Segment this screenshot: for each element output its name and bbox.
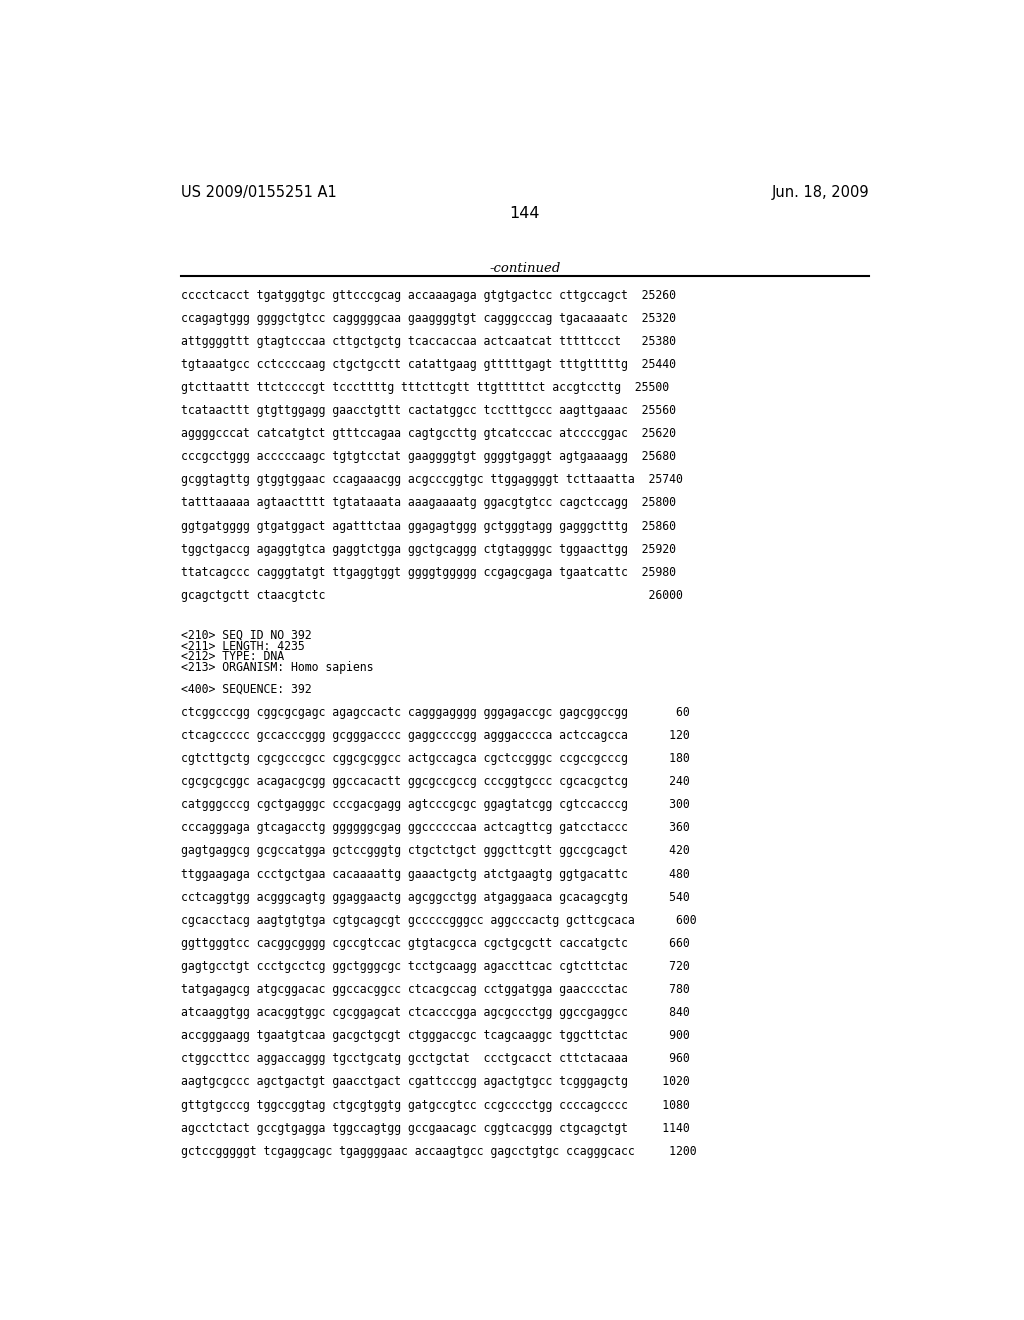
Text: gtcttaattt ttctccccgt tcccttttg tttcttcgtt ttgtttttct accgtccttg  25500: gtcttaattt ttctccccgt tcccttttg tttcttcg…: [180, 381, 669, 393]
Text: cccagggaga gtcagacctg ggggggcgag ggccccccaa actcagttcg gatcctaccc      360: cccagggaga gtcagacctg ggggggcgag ggccccc…: [180, 821, 689, 834]
Text: tatgagagcg atgcggacac ggccacggcc ctcacgccag cctggatgga gaacccctac      780: tatgagagcg atgcggacac ggccacggcc ctcacgc…: [180, 983, 689, 997]
Text: -continued: -continued: [489, 263, 560, 276]
Text: cccgcctggg acccccaagc tgtgtcctat gaaggggtgt ggggtgaggt agtgaaaagg  25680: cccgcctggg acccccaagc tgtgtcctat gaagggg…: [180, 450, 676, 463]
Text: ctggccttcc aggaccaggg tgcctgcatg gcctgctat  ccctgcacct cttctacaaa      960: ctggccttcc aggaccaggg tgcctgcatg gcctgct…: [180, 1052, 689, 1065]
Text: <211> LENGTH: 4235: <211> LENGTH: 4235: [180, 640, 304, 652]
Text: 144: 144: [510, 206, 540, 222]
Text: gttgtgcccg tggccggtag ctgcgtggtg gatgccgtcc ccgcccctgg ccccagcccc     1080: gttgtgcccg tggccggtag ctgcgtggtg gatgccg…: [180, 1098, 689, 1111]
Text: atcaaggtgg acacggtggc cgcggagcat ctcacccgga agcgccctgg ggccgaggcc      840: atcaaggtgg acacggtggc cgcggagcat ctcaccc…: [180, 1006, 689, 1019]
Text: tatttaaaaa agtaactttt tgtataaata aaagaaaatg ggacgtgtcc cagctccagg  25800: tatttaaaaa agtaactttt tgtataaata aaagaaa…: [180, 496, 676, 510]
Text: ttggaagaga ccctgctgaa cacaaaattg gaaactgctg atctgaagtg ggtgacattc      480: ttggaagaga ccctgctgaa cacaaaattg gaaactg…: [180, 867, 689, 880]
Text: gctccgggggt tcgaggcagc tgaggggaac accaagtgcc gagcctgtgc ccagggcacc     1200: gctccgggggt tcgaggcagc tgaggggaac accaag…: [180, 1144, 696, 1158]
Text: ggtgatgggg gtgatggact agatttctaa ggagagtggg gctgggtagg gagggctttg  25860: ggtgatgggg gtgatggact agatttctaa ggagagt…: [180, 520, 676, 532]
Text: ggttgggtcc cacggcgggg cgccgtccac gtgtacgcca cgctgcgctt caccatgctc      660: ggttgggtcc cacggcgggg cgccgtccac gtgtacg…: [180, 937, 689, 950]
Text: cctcaggtgg acgggcagtg ggaggaactg agcggcctgg atgaggaaca gcacagcgtg      540: cctcaggtgg acgggcagtg ggaggaactg agcggcc…: [180, 891, 689, 904]
Text: ctcagccccc gccacccggg gcgggacccc gaggccccgg agggacccca actccagcca      120: ctcagccccc gccacccggg gcgggacccc gaggccc…: [180, 729, 689, 742]
Text: cgtcttgctg cgcgcccgcc cggcgcggcc actgccagca cgctccgggc ccgccgcccg      180: cgtcttgctg cgcgcccgcc cggcgcggcc actgcca…: [180, 752, 689, 766]
Text: <400> SEQUENCE: 392: <400> SEQUENCE: 392: [180, 682, 311, 696]
Text: ccagagtggg ggggctgtcc cagggggcaa gaaggggtgt cagggcccag tgacaaaatc  25320: ccagagtggg ggggctgtcc cagggggcaa gaagggg…: [180, 312, 676, 325]
Text: cgcgcgcggc acagacgcgg ggccacactt ggcgccgccg cccggtgccc cgcacgctcg      240: cgcgcgcggc acagacgcgg ggccacactt ggcgccg…: [180, 775, 689, 788]
Text: <210> SEQ ID NO 392: <210> SEQ ID NO 392: [180, 628, 311, 642]
Text: gagtgaggcg gcgccatgga gctccgggtg ctgctctgct gggcttcgtt ggccgcagct      420: gagtgaggcg gcgccatgga gctccgggtg ctgctct…: [180, 845, 689, 858]
Text: gcagctgctt ctaacgtctc                                               26000: gcagctgctt ctaacgtctc 26000: [180, 589, 683, 602]
Text: accgggaagg tgaatgtcaa gacgctgcgt ctgggaccgc tcagcaaggc tggcttctac      900: accgggaagg tgaatgtcaa gacgctgcgt ctgggac…: [180, 1030, 689, 1043]
Text: catgggcccg cgctgagggc cccgacgagg agtcccgcgc ggagtatcgg cgtccacccg      300: catgggcccg cgctgagggc cccgacgagg agtcccg…: [180, 799, 689, 812]
Text: aggggcccat catcatgtct gtttccagaa cagtgccttg gtcatcccac atccccggac  25620: aggggcccat catcatgtct gtttccagaa cagtgcc…: [180, 428, 676, 440]
Text: tcataacttt gtgttggagg gaacctgttt cactatggcc tcctttgccc aagttgaaac  25560: tcataacttt gtgttggagg gaacctgttt cactatg…: [180, 404, 676, 417]
Text: US 2009/0155251 A1: US 2009/0155251 A1: [180, 185, 337, 201]
Text: cccctcacct tgatgggtgc gttcccgcag accaaagaga gtgtgactcc cttgccagct  25260: cccctcacct tgatgggtgc gttcccgcag accaaag…: [180, 289, 676, 301]
Text: cgcacctacg aagtgtgtga cgtgcagcgt gcccccgggcc aggcccactg gcttcgcaca      600: cgcacctacg aagtgtgtga cgtgcagcgt gcccccg…: [180, 913, 696, 927]
Text: <212> TYPE: DNA: <212> TYPE: DNA: [180, 651, 284, 664]
Text: gagtgcctgt ccctgcctcg ggctgggcgc tcctgcaagg agaccttcac cgtcttctac      720: gagtgcctgt ccctgcctcg ggctgggcgc tcctgca…: [180, 960, 689, 973]
Text: ttatcagccc cagggtatgt ttgaggtggt ggggtggggg ccgagcgaga tgaatcattc  25980: ttatcagccc cagggtatgt ttgaggtggt ggggtgg…: [180, 566, 676, 578]
Text: ctcggcccgg cggcgcgagc agagccactc cagggagggg gggagaccgc gagcggccgg       60: ctcggcccgg cggcgcgagc agagccactc cagggag…: [180, 706, 689, 719]
Text: Jun. 18, 2009: Jun. 18, 2009: [771, 185, 869, 201]
Text: gcggtagttg gtggtggaac ccagaaacgg acgcccggtgc ttggaggggt tcttaaatta  25740: gcggtagttg gtggtggaac ccagaaacgg acgcccg…: [180, 474, 683, 486]
Text: agcctctact gccgtgagga tggccagtgg gccgaacagc cggtcacggg ctgcagctgt     1140: agcctctact gccgtgagga tggccagtgg gccgaac…: [180, 1122, 689, 1135]
Text: tgtaaatgcc cctccccaag ctgctgcctt catattgaag gtttttgagt tttgtttttg  25440: tgtaaatgcc cctccccaag ctgctgcctt catattg…: [180, 358, 676, 371]
Text: tggctgaccg agaggtgtca gaggtctgga ggctgcaggg ctgtaggggc tggaacttgg  25920: tggctgaccg agaggtgtca gaggtctgga ggctgca…: [180, 543, 676, 556]
Text: aagtgcgccc agctgactgt gaacctgact cgattcccgg agactgtgcc tcgggagctg     1020: aagtgcgccc agctgactgt gaacctgact cgattcc…: [180, 1076, 689, 1089]
Text: <213> ORGANISM: Homo sapiens: <213> ORGANISM: Homo sapiens: [180, 661, 373, 675]
Text: attggggttt gtagtcccaa cttgctgctg tcaccaccaa actcaatcat tttttccct   25380: attggggttt gtagtcccaa cttgctgctg tcaccac…: [180, 335, 676, 347]
